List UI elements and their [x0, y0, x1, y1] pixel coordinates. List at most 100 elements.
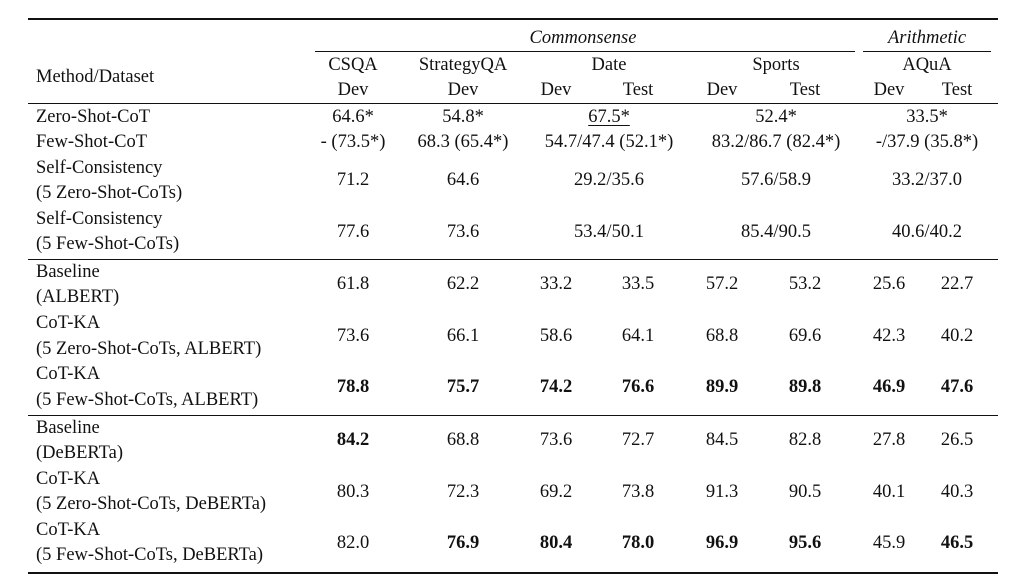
- table-cell: 46.9: [872, 377, 906, 397]
- table-cell: 82.8: [788, 430, 822, 450]
- table-cell: 89.8: [788, 377, 822, 397]
- method-sublabel: (5 Few-Shot-CoTs): [36, 234, 180, 254]
- table-cell: 33.2/37.0: [892, 170, 962, 190]
- method-label: Baseline: [36, 418, 100, 438]
- table-cell: 52.4*: [755, 107, 797, 127]
- split-header: Dev: [873, 80, 905, 100]
- table-cell: 26.5: [940, 430, 974, 450]
- dataset-header-csqa: CSQA: [328, 55, 378, 75]
- table-cell: 91.3: [705, 482, 739, 502]
- method-label: Self-Consistency: [36, 209, 163, 229]
- table-cell: 45.9: [872, 533, 906, 553]
- split-header: Test: [622, 80, 654, 100]
- table-cell: 64.1: [621, 326, 655, 346]
- table-cell: 64.6: [446, 170, 480, 190]
- table-cell: 75.7: [446, 377, 480, 397]
- table-cell: 69.2: [539, 482, 573, 502]
- table-cell: 78.8: [336, 377, 370, 397]
- table-cell: 40.2: [940, 326, 974, 346]
- table-cell: 90.5: [788, 482, 822, 502]
- table-cell: 68.8: [446, 430, 480, 450]
- table-cell: 72.3: [446, 482, 480, 502]
- split-header: Dev: [337, 80, 369, 100]
- top-rule: [28, 18, 998, 20]
- table-cell: 96.9: [705, 533, 739, 553]
- split-header: Dev: [706, 80, 738, 100]
- table-cell: - (73.5*): [320, 132, 386, 152]
- split-header: Dev: [447, 80, 479, 100]
- table-cell: 72.7: [621, 430, 655, 450]
- table-cell: 67.5*: [588, 107, 630, 127]
- method-label: CoT-KA: [36, 313, 101, 333]
- table-cell: 73.6: [539, 430, 573, 450]
- table-cell: 82.0: [336, 533, 370, 553]
- table-cell: 29.2/35.6: [574, 170, 644, 190]
- method-sublabel: (5 Zero-Shot-CoTs): [36, 183, 183, 203]
- table-cell: 84.5: [705, 430, 739, 450]
- header-rule: [28, 103, 998, 104]
- table-cell: 57.6/58.9: [741, 170, 811, 190]
- method-label: Self-Consistency: [36, 158, 163, 178]
- method-sublabel: (5 Few-Shot-CoTs, DeBERTa): [36, 545, 264, 565]
- method-sublabel: (5 Zero-Shot-CoTs, DeBERTa): [36, 494, 267, 514]
- table-cell: 46.5: [940, 533, 974, 553]
- method-sublabel: (ALBERT): [36, 287, 120, 307]
- section-rule-2: [28, 415, 998, 416]
- dataset-header-aqua: AQuA: [902, 55, 952, 75]
- table-cell: 33.5: [621, 274, 655, 294]
- method-dataset-header: Method/Dataset: [36, 67, 155, 87]
- table-cell: 42.3: [872, 326, 906, 346]
- dataset-header-date: Date: [591, 55, 627, 75]
- bottom-rule: [28, 572, 998, 574]
- method-label: Few-Shot-CoT: [36, 132, 147, 152]
- table-cell: 68.8: [705, 326, 739, 346]
- table-cell: 47.6: [940, 377, 974, 397]
- method-label: CoT-KA: [36, 520, 101, 540]
- group-header-commonsense: Commonsense: [529, 28, 637, 48]
- table-cell: 58.6: [539, 326, 573, 346]
- table-cell: 68.3 (65.4*): [417, 132, 509, 152]
- table-cell: 40.3: [940, 482, 974, 502]
- table-cell: 64.6*: [332, 107, 374, 127]
- method-label: CoT-KA: [36, 469, 101, 489]
- method-sublabel: (5 Few-Shot-CoTs, ALBERT): [36, 390, 259, 410]
- table-cell: 78.0: [621, 533, 655, 553]
- table-cell: -/37.9 (35.8*): [875, 132, 979, 152]
- table-cell: 83.2/86.7 (82.4*): [711, 132, 841, 152]
- method-label: CoT-KA: [36, 364, 101, 384]
- table-cell: 33.2: [539, 274, 573, 294]
- table-cell: 25.6: [872, 274, 906, 294]
- method-label: Baseline: [36, 262, 100, 282]
- table-cell: 77.6: [336, 222, 370, 242]
- table-cell: 40.1: [872, 482, 906, 502]
- table-cell: 85.4/90.5: [741, 222, 811, 242]
- table-cell: 54.7/47.4 (52.1*): [544, 132, 674, 152]
- table-cell: 69.6: [788, 326, 822, 346]
- split-header: Test: [789, 80, 821, 100]
- table-cell: 89.9: [705, 377, 739, 397]
- table-cell: 73.6: [446, 222, 480, 242]
- table-cell: 74.2: [539, 377, 573, 397]
- table-cell: 22.7: [940, 274, 974, 294]
- split-header: Test: [941, 80, 973, 100]
- table-cell: 80.3: [336, 482, 370, 502]
- section-rule-1: [28, 259, 998, 260]
- table-cell: 54.8*: [442, 107, 484, 127]
- method-label: Zero-Shot-CoT: [36, 107, 151, 127]
- commonsense-underline: [315, 51, 855, 52]
- dataset-header-sports: Sports: [752, 55, 800, 75]
- table-cell: 27.8: [872, 430, 906, 450]
- table-cell: 66.1: [446, 326, 480, 346]
- table-cell: 40.6/40.2: [892, 222, 962, 242]
- table-cell: 76.9: [446, 533, 480, 553]
- method-sublabel: (DeBERTa): [36, 443, 123, 463]
- table-cell: 80.4: [539, 533, 573, 553]
- table-cell: 53.2: [788, 274, 822, 294]
- table-cell: 53.4/50.1: [574, 222, 644, 242]
- table-cell: 84.2: [336, 430, 370, 450]
- split-header: Dev: [540, 80, 572, 100]
- table-cell: 76.6: [621, 377, 655, 397]
- table-cell: 57.2: [705, 274, 739, 294]
- table-cell: 62.2: [446, 274, 480, 294]
- table-cell: 71.2: [336, 170, 370, 190]
